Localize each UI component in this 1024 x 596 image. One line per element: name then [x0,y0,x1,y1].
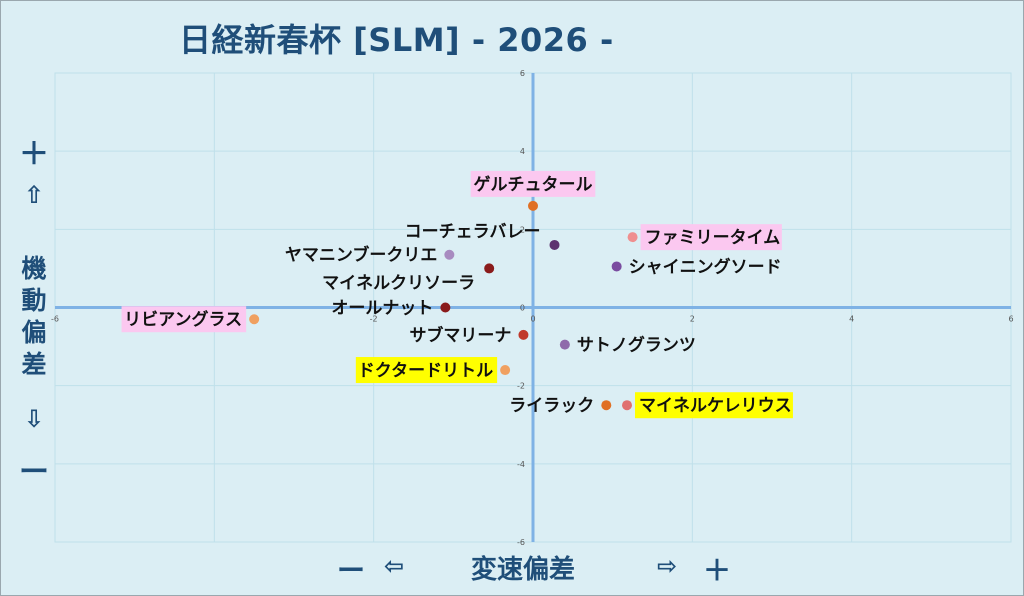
data-point-group: サトノグランツ [559,335,696,356]
y-tick-label: 0 [520,304,525,313]
data-point-group: ドクタードリトル [355,357,511,384]
y-up-arrow-icon: ⇧ [23,181,45,209]
data-point-group: リビアングラス [121,306,260,333]
data-point [528,200,538,211]
data-point [611,261,622,272]
x-left-arrow-icon: ⇦ [384,552,405,580]
data-label: リビアングラス [124,309,242,330]
data-point-group: サブマリーナ [409,325,529,346]
label-highlight [470,170,596,197]
data-point-group: オールナット [331,299,451,319]
x-tick-label: 2 [690,315,695,324]
y-tick-label: -4 [517,460,525,469]
data-label: ライラック [509,396,594,416]
data-point-group: ファミリータイム [627,224,782,251]
data-point [440,302,451,313]
data-point-group: コーチェラバレー [405,222,560,250]
data-point-group: ライラック [509,396,612,416]
data-label: シャイニングソード [629,256,782,277]
data-point-group: ヤマニンブークリエ [285,245,455,266]
data-point [559,339,570,350]
data-point-group: シャイニングソード [611,256,782,277]
data-label: オールナット [331,299,433,319]
x-tick-label: -6 [51,315,59,324]
data-label: ヤマニンブークリエ [285,245,438,266]
y-tick-label: 2 [520,225,525,234]
data-label: マイネルケレリウス [639,396,792,416]
data-point-group: マイネルケレリウス [622,392,793,419]
label-highlight [640,224,782,251]
label-highlight [635,392,793,419]
data-label: マイネルクリソーラ [322,273,475,293]
y-down-arrow-icon: ⇩ [23,405,45,433]
data-point-group: マイネルクリソーラ [322,263,495,293]
y-axis-label: 機動偏差 [21,254,47,379]
x-right-arrow-icon: ⇨ [657,552,678,580]
y-minus-sign: ー [19,455,49,490]
data-point [249,314,260,325]
data-label: コーチェラバレー [405,222,541,242]
data-point [627,232,638,243]
data-point [444,249,455,260]
x-minus-sign: ー [337,554,366,587]
data-point [601,400,612,411]
label-highlight [121,306,247,333]
data-point [500,365,511,376]
x-tick-label: 0 [530,315,535,324]
y-tick-label: 4 [520,147,525,156]
chart-title: 日経新春杯 [SLM] - 2026 - [179,21,614,59]
data-point [549,239,560,250]
data-label: ドクタードリトル [358,361,493,381]
x-tick-label: 6 [1008,315,1013,324]
data-point [622,400,633,411]
x-tick-label: -2 [370,315,378,324]
x-axis-label: 変速偏差 [471,555,576,585]
data-label: ファミリータイム [645,228,781,248]
y-plus-sign: ＋ [19,137,49,172]
label-highlight [355,357,498,384]
data-label: サトノグランツ [577,335,696,356]
data-point [518,329,529,340]
y-tick-label: -6 [517,538,525,547]
data-label: ゲルチュタール [474,174,593,195]
y-tick-label: 6 [520,69,525,78]
x-plus-sign: ＋ [703,554,732,587]
y-tick-label: -2 [517,382,525,391]
x-tick-label: 4 [849,315,854,324]
data-point-group: ゲルチュタール [470,170,596,211]
data-point [484,263,495,274]
data-label: サブマリーナ [409,325,511,346]
